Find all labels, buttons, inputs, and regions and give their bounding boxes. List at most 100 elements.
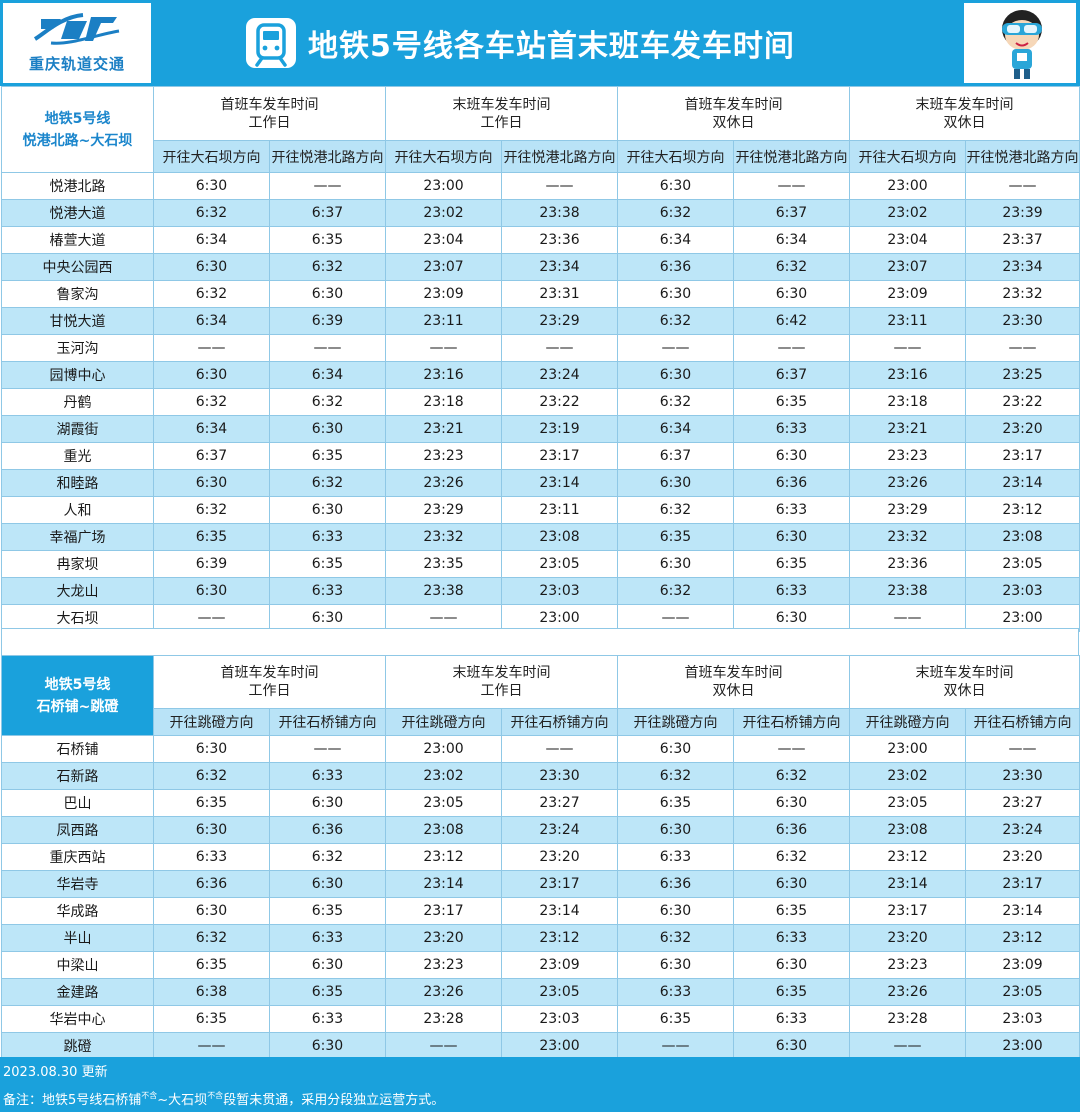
station-name: 华岩寺 [1,870,154,898]
time-cell: 23:09 [849,280,966,308]
table-row: 中央公园西 6:30 6:32 23:07 23:34 6:36 6:32 23:07 23:3… [1,253,1080,281]
time-cell: 23:04 [385,226,502,254]
title-block: 地铁5号线各车站首末班车发车时间 [244,12,795,74]
table-row: 玉河沟 —— —— —— —— —— —— —— —— [1,334,1080,362]
time-cell: 23:12 [965,924,1080,952]
time-cell: 23:23 [385,442,502,470]
station-name: 玉河沟 [1,334,154,362]
time-cell: 6:32 [269,388,386,416]
time-cell: 23:12 [501,924,618,952]
time-cell: 6:32 [153,280,270,308]
group-header: 末班车发车时间 工作日 [385,86,618,141]
time-cell: 23:03 [965,1005,1080,1033]
time-cell: 23:14 [385,870,502,898]
time-cell: 23:05 [501,550,618,578]
time-cell: 23:30 [965,762,1080,790]
table-row: 华岩寺 6:36 6:30 23:14 23:17 6:36 6:30 23:14 23:17 [1,870,1080,898]
time-cell: 6:37 [733,199,850,227]
station-name: 甘悦大道 [1,307,154,335]
time-cell: —— [849,1032,966,1060]
time-cell: 6:36 [617,253,734,281]
time-cell: —— [849,334,966,362]
time-cell: 23:23 [849,442,966,470]
time-cell: 6:34 [269,361,386,389]
table-row: 石桥铺 6:30 —— 23:00 —— 6:30 —— 23:00 —— [1,735,1080,763]
time-cell: 6:36 [269,816,386,844]
time-cell: 23:17 [385,897,502,925]
time-cell: 23:30 [965,307,1080,335]
station-name: 石新路 [1,762,154,790]
time-cell: 6:33 [153,843,270,871]
time-cell: 6:33 [733,496,850,524]
time-cell: —— [965,334,1080,362]
time-cell: —— [385,604,502,632]
time-cell: 6:36 [733,816,850,844]
time-cell: 6:36 [153,870,270,898]
station-name: 中央公园西 [1,253,154,281]
time-cell: 6:35 [733,388,850,416]
time-cell: 6:32 [617,199,734,227]
time-cell: 23:38 [385,577,502,605]
time-cell: 6:34 [617,226,734,254]
time-cell: 23:04 [849,226,966,254]
station-name: 华成路 [1,897,154,925]
timetable-section-2: 地铁5号线 石桥铺~跳磴 首班车发车时间 工作日 末班车发车时间 工作日 首班车发车… [1,655,1080,1060]
time-cell: —— [269,172,386,200]
time-cell: 23:29 [501,307,618,335]
time-cell: 6:30 [269,870,386,898]
page-header: 重庆轨道交通 地铁5号线各车站首末班车发车时间 [0,0,1080,86]
time-cell: 6:33 [617,978,734,1006]
station-name: 金建路 [1,978,154,1006]
direction-header: 开往跳磴方向 [385,708,502,736]
time-cell: 23:20 [385,924,502,952]
time-cell: 6:34 [617,415,734,443]
table-row: 重光 6:37 6:35 23:23 23:17 6:37 6:30 23:23 23:17 [1,442,1080,470]
direction-header: 开往石桥铺方向 [501,708,618,736]
direction-header: 开往跳磴方向 [849,708,966,736]
time-cell: 23:12 [849,843,966,871]
remark: 备注：地铁5号线石桥铺不含~大石坝不含段暂未贯通，采用分段独立运营方式。 [3,1091,445,1108]
time-cell: 6:30 [733,442,850,470]
time-cell: 23:00 [849,735,966,763]
time-cell: 23:02 [849,762,966,790]
table-row: 悦港大道 6:32 6:37 23:02 23:38 6:32 6:37 23:02 23:39 [1,199,1080,227]
time-cell: 6:30 [733,523,850,551]
logo-text: 重庆轨道交通 [28,55,125,73]
line-name: 地铁5号线 [44,110,111,127]
time-cell: 6:32 [269,253,386,281]
station-name: 中梁山 [1,951,154,979]
time-cell: 6:33 [733,415,850,443]
time-cell: 6:30 [617,951,734,979]
time-cell: 6:32 [733,843,850,871]
line-range: 石桥铺~跳磴 [36,698,119,715]
timetable-section-1: 地铁5号线 悦港北路~大石坝 首班车发车时间 工作日 末班车发车时间 工作日 首班车… [1,86,1080,632]
time-cell: 23:32 [385,523,502,551]
time-cell: 23:09 [965,951,1080,979]
table-row: 幸福广场 6:35 6:33 23:32 23:08 6:35 6:30 23:32 23:08 [1,523,1080,551]
time-cell: 23:26 [385,978,502,1006]
time-cell: —— [849,604,966,632]
time-cell: 6:33 [733,924,850,952]
table-row: 华岩中心 6:35 6:33 23:28 23:03 6:35 6:33 23:28 23:03 [1,1005,1080,1033]
table-row: 甘悦大道 6:34 6:39 23:11 23:29 6:32 6:42 23:11 23:30 [1,307,1080,335]
time-cell: 6:32 [153,388,270,416]
time-cell: —— [385,334,502,362]
time-cell: 23:32 [965,280,1080,308]
time-cell: 6:39 [153,550,270,578]
direction-header: 开往跳磴方向 [617,708,734,736]
time-cell: 23:00 [849,172,966,200]
time-cell: 6:35 [153,789,270,817]
time-cell: 6:30 [153,361,270,389]
table-row: 湖霞街 6:34 6:30 23:21 23:19 6:34 6:33 23:21 23:20 [1,415,1080,443]
time-cell: 6:30 [733,1032,850,1060]
cqmetro-logo-icon [33,13,120,45]
line-label: 地铁5号线 悦港北路~大石坝 [1,86,154,173]
time-cell: 6:35 [153,523,270,551]
time-cell: 6:35 [269,226,386,254]
station-name: 人和 [1,496,154,524]
time-cell: 23:11 [501,496,618,524]
time-cell: 23:20 [849,924,966,952]
direction-header: 开往大石坝方向 [617,140,734,173]
time-cell: 23:30 [501,762,618,790]
time-cell: 23:05 [385,789,502,817]
